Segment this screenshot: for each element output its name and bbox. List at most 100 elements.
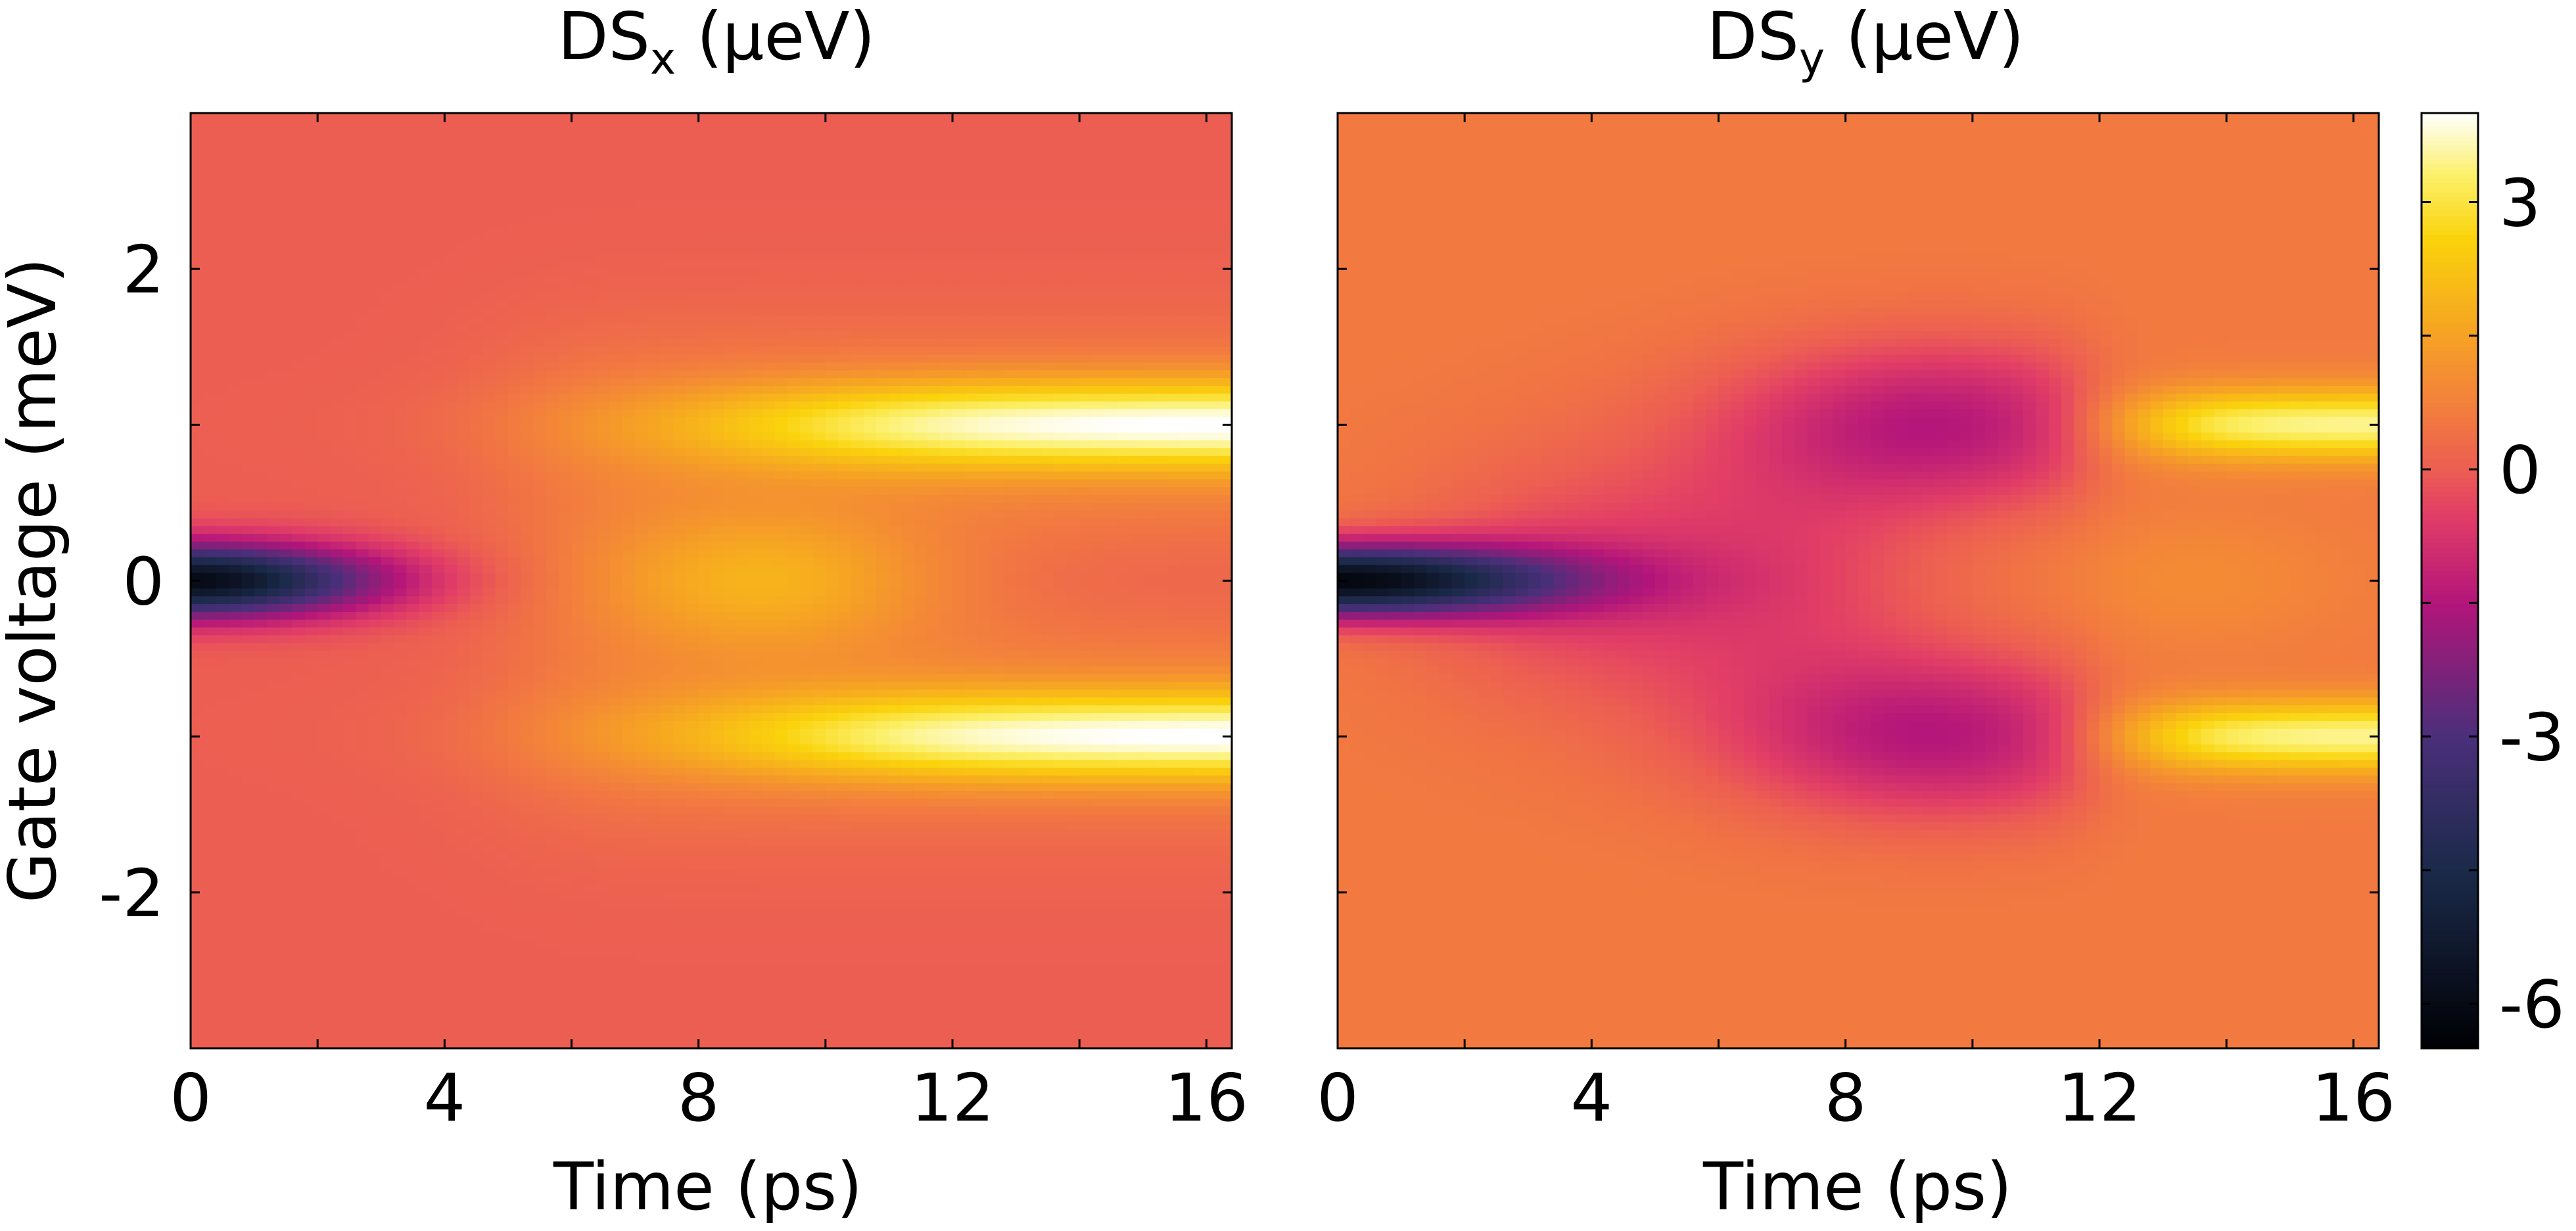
heatmap-cell <box>521 752 534 760</box>
heatmap-cell <box>496 113 509 122</box>
heatmap-cell <box>661 939 674 948</box>
heatmap-cell <box>279 737 293 745</box>
heatmap-cell <box>609 682 622 691</box>
heatmap-cell <box>279 519 293 527</box>
heatmap-cell <box>496 456 509 465</box>
heatmap-cell <box>546 355 559 363</box>
heatmap-cell <box>191 355 204 363</box>
heatmap-cell <box>381 1033 394 1041</box>
heatmap-cell <box>368 636 381 644</box>
heatmap-cell <box>546 113 559 122</box>
heatmap-cell <box>711 417 724 425</box>
heatmap-cell <box>546 542 559 550</box>
heatmap-cell <box>216 978 229 987</box>
heatmap-cell <box>584 986 597 994</box>
heatmap-cell <box>444 854 457 862</box>
heatmap-cell <box>229 292 242 301</box>
heatmap-cell <box>330 729 343 737</box>
heatmap-cell <box>293 417 306 425</box>
heatmap-cell <box>534 417 547 425</box>
heatmap-cell <box>191 752 204 760</box>
heatmap-cell <box>699 362 712 371</box>
heatmap-cell <box>521 417 534 425</box>
heatmap-cell <box>508 456 521 465</box>
heatmap-cell <box>534 495 547 503</box>
heatmap-cell <box>508 526 521 534</box>
heatmap-cell <box>368 253 381 262</box>
heatmap-cell <box>686 300 699 309</box>
heatmap-cell <box>482 152 496 160</box>
heatmap-cell <box>508 697 521 706</box>
heatmap-cell <box>521 1002 534 1010</box>
heatmap-cell <box>711 697 724 706</box>
heatmap-cell <box>457 261 471 269</box>
heatmap-cell <box>699 269 712 277</box>
heatmap-cell <box>508 596 521 605</box>
heatmap-cell <box>241 869 254 877</box>
heatmap-cell <box>686 565 699 574</box>
heatmap-cell <box>330 549 343 558</box>
heatmap-cell <box>673 697 686 706</box>
heatmap-cell <box>584 620 597 628</box>
heatmap-cell <box>267 893 280 901</box>
heatmap-cell <box>203 479 216 488</box>
heatmap-cell <box>496 729 509 737</box>
heatmap-cell <box>368 362 381 371</box>
heatmap-cell <box>305 893 318 901</box>
heatmap-cell <box>293 175 306 184</box>
heatmap-cell <box>343 339 356 348</box>
heatmap-cell <box>609 636 622 644</box>
heatmap-cell <box>470 347 483 356</box>
heatmap-cell <box>203 503 216 511</box>
heatmap-cell <box>305 799 318 808</box>
heatmap-cell <box>661 137 674 145</box>
heatmap-cell <box>496 557 509 566</box>
heatmap-cell <box>191 760 204 768</box>
heatmap-cell <box>470 308 483 316</box>
heatmap-cell <box>444 729 457 737</box>
heatmap-cell <box>622 612 636 620</box>
heatmap-cell <box>699 822 712 831</box>
heatmap-cell <box>699 144 712 152</box>
heatmap-cell <box>686 432 699 441</box>
heatmap-cell <box>521 253 534 262</box>
heatmap-cell <box>419 1025 433 1033</box>
heatmap-cell <box>521 885 534 893</box>
heatmap-cell <box>343 448 356 457</box>
heatmap-cell <box>572 230 585 239</box>
heatmap-cell <box>622 440 636 449</box>
heatmap-cell <box>534 877 547 885</box>
heatmap-cell <box>254 386 268 394</box>
heatmap-cell <box>699 230 712 239</box>
heatmap-cell <box>546 830 559 839</box>
heatmap-cell <box>406 822 419 831</box>
heatmap-cell <box>457 1025 471 1033</box>
heatmap-cell <box>444 198 457 207</box>
heatmap-cell <box>584 846 597 854</box>
heatmap-cell <box>635 238 648 246</box>
heatmap-cell <box>496 479 509 488</box>
heatmap-cell <box>229 425 242 433</box>
heatmap-cell <box>496 947 509 956</box>
heatmap-cell <box>216 713 229 722</box>
heatmap-cell <box>330 791 343 800</box>
heatmap-cell <box>686 261 699 269</box>
heatmap-cell <box>521 760 534 768</box>
heatmap-cell <box>305 557 318 566</box>
heatmap-cell <box>368 682 381 691</box>
heatmap-cell <box>254 628 268 636</box>
heatmap-cell <box>559 705 572 714</box>
heatmap-cell <box>444 604 457 613</box>
heatmap-cell <box>597 893 610 901</box>
heatmap-cell <box>647 651 661 659</box>
heatmap-cell <box>394 799 407 808</box>
heatmap-cell <box>673 814 686 823</box>
heatmap-cell <box>241 175 254 184</box>
heatmap-cell <box>419 557 433 566</box>
heatmap-cell <box>305 1010 318 1018</box>
heatmap-cell <box>686 955 699 964</box>
heatmap-cell <box>699 916 712 924</box>
heatmap-cell <box>241 604 254 613</box>
heatmap-cell <box>330 456 343 465</box>
heatmap-cell <box>254 183 268 192</box>
